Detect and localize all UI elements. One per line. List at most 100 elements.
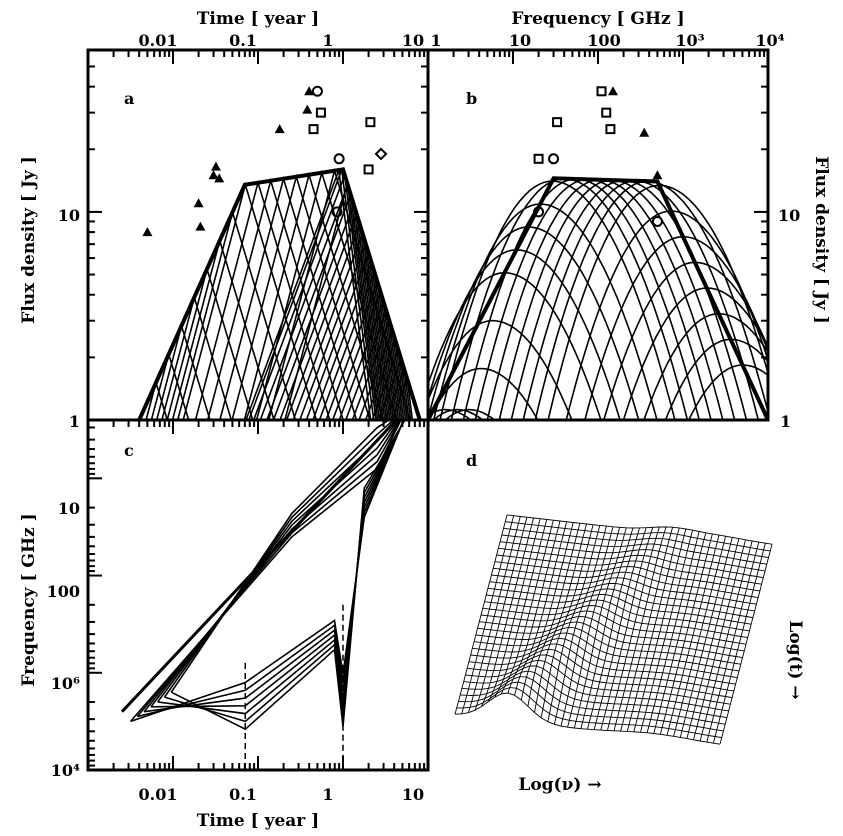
panel-a-y-title: Flux density [ Jy ] bbox=[19, 156, 39, 324]
surface-column bbox=[666, 534, 720, 736]
surface-column bbox=[706, 541, 760, 743]
square-marker bbox=[365, 117, 376, 128]
triangle-marker bbox=[304, 86, 315, 96]
triangle-marker bbox=[195, 221, 206, 231]
tick-label: 10 bbox=[58, 206, 80, 225]
tick-label: 100 bbox=[47, 582, 80, 601]
circle-marker bbox=[331, 206, 343, 218]
surface-column bbox=[693, 539, 746, 740]
triangle-marker bbox=[193, 198, 204, 208]
triangle-marker bbox=[302, 104, 313, 114]
surface-column bbox=[500, 520, 554, 694]
spectrum bbox=[602, 261, 768, 420]
panel-b-spectra bbox=[428, 176, 768, 420]
surface-column bbox=[712, 543, 766, 744]
surface-column bbox=[613, 526, 667, 731]
panel-c-tick-marks bbox=[87, 420, 429, 771]
triangle-marker bbox=[214, 173, 225, 183]
surface-column bbox=[719, 544, 773, 745]
panel-c-y-ticks: 10 100 10⁶ 10⁴ bbox=[47, 499, 80, 780]
top-right-axis-title: Frequency [ GHz ] bbox=[511, 9, 684, 29]
spectrum bbox=[428, 226, 640, 420]
circle-marker bbox=[548, 153, 560, 165]
surface-column bbox=[653, 532, 707, 734]
panel-d-y-title: Log(t) → bbox=[785, 620, 805, 699]
tick-label: 0.1 bbox=[229, 785, 257, 804]
panel-a-observations bbox=[142, 85, 388, 237]
square-marker bbox=[363, 164, 374, 175]
surface-column bbox=[646, 531, 700, 733]
tick-label: 10 bbox=[778, 206, 800, 225]
surface-column bbox=[679, 537, 733, 738]
surface-column bbox=[593, 527, 647, 730]
spectrum bbox=[444, 408, 496, 420]
square-marker bbox=[596, 86, 607, 97]
peak-track-line bbox=[120, 420, 399, 713]
triangle-marker bbox=[208, 170, 219, 180]
triangle-marker bbox=[210, 161, 221, 171]
tick-label: 10 bbox=[58, 499, 80, 518]
triangle-marker bbox=[274, 124, 285, 134]
tick-label: 10 bbox=[402, 31, 424, 50]
tick-label: 0.01 bbox=[139, 785, 178, 804]
panel-b-y-ticks: 1 10 bbox=[778, 206, 800, 431]
tick-label: 10 bbox=[402, 785, 424, 804]
surface-column bbox=[540, 524, 594, 718]
tick-label: 0.1 bbox=[229, 31, 257, 50]
surface-column bbox=[474, 517, 528, 711]
surface-column bbox=[620, 527, 674, 732]
surface-column bbox=[461, 515, 515, 715]
tick-label: 10 bbox=[509, 31, 531, 50]
circle-marker bbox=[333, 153, 345, 165]
triangle-marker bbox=[652, 170, 663, 180]
surface-column bbox=[659, 533, 713, 735]
surface-column bbox=[567, 527, 621, 728]
spectrum bbox=[428, 408, 472, 420]
spectrum bbox=[428, 249, 621, 420]
panel-b-y-title: Flux density [ Jy ] bbox=[811, 156, 831, 324]
tick-label: 1 bbox=[322, 785, 333, 804]
envelope-line bbox=[137, 167, 422, 420]
surface-column bbox=[673, 536, 727, 737]
circle-marker bbox=[533, 206, 545, 218]
tick-label: 1 bbox=[780, 412, 791, 431]
spectrum bbox=[498, 179, 736, 420]
tick-label: 10⁴ bbox=[51, 761, 80, 780]
square-marker bbox=[601, 107, 612, 118]
surface-column bbox=[520, 522, 574, 701]
panel-a-top-ticks: 0.01 0.1 1 10 bbox=[139, 31, 425, 50]
surface-column bbox=[534, 523, 587, 713]
surface-column bbox=[467, 516, 521, 713]
panel-d-surface bbox=[454, 514, 773, 745]
tick-label: 1 bbox=[69, 412, 80, 431]
surface-column bbox=[587, 527, 640, 730]
tick-label: 1 bbox=[322, 31, 333, 50]
panel-a-lightcurves bbox=[137, 167, 422, 420]
panel-d-x-title: Log(ν) → bbox=[518, 775, 601, 795]
square-marker bbox=[315, 107, 326, 118]
surface-column bbox=[640, 530, 693, 733]
tick-label: 0.01 bbox=[139, 31, 178, 50]
surface-column bbox=[699, 540, 753, 742]
diamond-marker bbox=[374, 147, 388, 161]
envelope-line bbox=[428, 176, 768, 420]
tick-label: 100 bbox=[587, 31, 620, 50]
square-marker bbox=[533, 153, 544, 164]
surface-column bbox=[606, 526, 660, 731]
panel-b-tick-marks bbox=[427, 49, 769, 421]
surface-column bbox=[600, 527, 654, 731]
surface-column bbox=[487, 518, 541, 703]
panel-b-top-ticks: 1 10 100 10³ 10⁴ bbox=[430, 31, 784, 50]
surface-column bbox=[686, 538, 740, 739]
surface-column bbox=[454, 514, 508, 715]
surface-column bbox=[560, 526, 614, 727]
panel-a-label: a bbox=[124, 89, 134, 108]
surface-column bbox=[626, 527, 680, 732]
spectrum bbox=[486, 178, 724, 420]
tick-label: 1 bbox=[430, 31, 441, 50]
square-marker bbox=[605, 124, 616, 135]
surface-column bbox=[514, 521, 568, 696]
panel-c-y-title: Frequency [ GHz ] bbox=[19, 513, 39, 686]
contour bbox=[163, 420, 406, 723]
